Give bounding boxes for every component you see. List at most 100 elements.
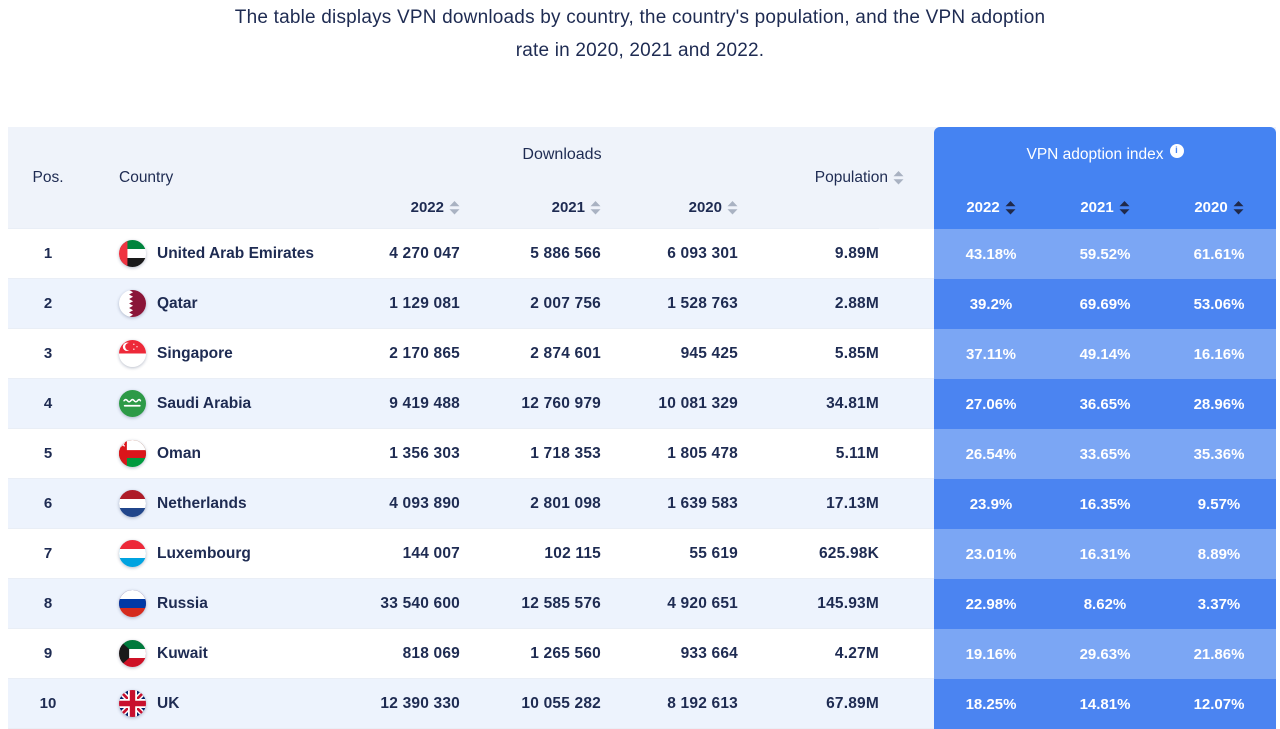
- adoption-2021-value: 69.69%: [1048, 279, 1162, 329]
- adoption-2020-value: 61.61%: [1162, 229, 1276, 279]
- sort-adoption-2020[interactable]: 2020: [1162, 199, 1276, 216]
- downloads-2021-value: 1 718 353: [460, 429, 601, 479]
- population-value: 5.85M: [738, 329, 879, 379]
- page-title: The table displays VPN downloads by coun…: [0, 0, 1280, 67]
- country-cell: Netherlands: [88, 479, 328, 529]
- spacer-cell: [879, 379, 934, 429]
- country-name: UK: [157, 694, 180, 712]
- adoption-2022-value: 26.54%: [934, 429, 1048, 479]
- downloads-2020-value: 945 425: [601, 329, 738, 379]
- table-row: 9 Kuwait 818 069 1 265 560 933 664 4.27M…: [8, 629, 1276, 679]
- page-title-line1: The table displays VPN downloads by coun…: [234, 7, 1046, 28]
- population-value: 17.13M: [738, 479, 879, 529]
- adoption-2021-value: 16.31%: [1048, 529, 1162, 579]
- population-label: Population: [814, 169, 888, 186]
- sort-downloads-2021[interactable]: 2021: [460, 199, 601, 216]
- adoption-year-headers: 2022 2021 2020: [934, 199, 1276, 216]
- downloads-2022-value: 1 356 303: [328, 429, 460, 479]
- downloads-2020-label: 2020: [688, 199, 722, 216]
- downloads-2022-value: 4 093 890: [328, 479, 460, 529]
- sort-adoption-2021[interactable]: 2021: [1048, 199, 1162, 216]
- adoption-2020-value: 9.57%: [1162, 479, 1276, 529]
- downloads-2022-value: 2 170 865: [328, 329, 460, 379]
- sort-arrows-icon: [893, 171, 904, 185]
- adoption-2021-value: 59.52%: [1048, 229, 1162, 279]
- spacer-cell: [879, 579, 934, 629]
- sort-population[interactable]: Population: [763, 127, 904, 229]
- downloads-2021-value: 12 585 576: [460, 579, 601, 629]
- country-name: Oman: [157, 444, 201, 462]
- pos-column-header: Pos.: [32, 169, 64, 186]
- downloads-2022-value: 33 540 600: [328, 579, 460, 629]
- downloads-2020-value: 1 639 583: [601, 479, 738, 529]
- adoption-2022-value: 23.9%: [934, 479, 1048, 529]
- row-position: 6: [8, 479, 88, 529]
- adoption-2022-value: 43.18%: [934, 229, 1048, 279]
- adoption-2021-value: 14.81%: [1048, 679, 1162, 729]
- table-row: 4 Saudi Arabia 9 419 488 12 760 979 10 0…: [8, 379, 1276, 429]
- population-value: 34.81M: [738, 379, 879, 429]
- vpn-downloads-table: Pos. Country Downloads 2022 2021 2020: [8, 127, 1276, 729]
- sort-downloads-2020[interactable]: 2020: [601, 199, 738, 216]
- downloads-2022-value: 144 007: [328, 529, 460, 579]
- country-cell: Saudi Arabia: [88, 379, 328, 429]
- downloads-2020-value: 1 805 478: [601, 429, 738, 479]
- downloads-2021-value: 2 801 098: [460, 479, 601, 529]
- sort-downloads-2022[interactable]: 2022: [328, 199, 460, 216]
- country-cell: Singapore: [88, 329, 328, 379]
- row-position: 10: [8, 679, 88, 729]
- adoption-2020-value: 21.86%: [1162, 629, 1276, 679]
- downloads-2020-value: 1 528 763: [601, 279, 738, 329]
- population-value: 67.89M: [738, 679, 879, 729]
- saudi-arabia-flag-icon: [119, 390, 146, 417]
- country-column-header: Country: [119, 169, 174, 186]
- country-name: Russia: [157, 594, 208, 612]
- country-cell: Luxembourg: [88, 529, 328, 579]
- row-position: 7: [8, 529, 88, 579]
- adoption-2020-value: 8.89%: [1162, 529, 1276, 579]
- russia-flag-icon: [119, 590, 146, 617]
- adoption-2022-value: 19.16%: [934, 629, 1048, 679]
- sort-arrows-icon: [590, 200, 601, 215]
- netherlands-flag-icon: [119, 490, 146, 517]
- sort-adoption-2022[interactable]: 2022: [934, 199, 1048, 216]
- luxembourg-flag-icon: [119, 540, 146, 567]
- row-position: 5: [8, 429, 88, 479]
- sort-arrows-icon: [727, 200, 738, 215]
- spacer-cell: [879, 479, 934, 529]
- info-icon[interactable]: i: [1169, 144, 1184, 158]
- spacer-cell: [879, 629, 934, 679]
- country-cell: Oman: [88, 429, 328, 479]
- adoption-2021-value: 8.62%: [1048, 579, 1162, 629]
- adoption-header-group: VPN adoption index i 2022 2021 2020: [934, 127, 1276, 229]
- population-value: 4.27M: [738, 629, 879, 679]
- downloads-2021-value: 2 007 756: [460, 279, 601, 329]
- adoption-2022-value: 23.01%: [934, 529, 1048, 579]
- table-header: Pos. Country Downloads 2022 2021 2020: [8, 127, 1276, 229]
- adoption-2022-value: 39.2%: [934, 279, 1048, 329]
- country-name: United Arab Emirates: [157, 244, 315, 262]
- population-value: 2.88M: [738, 279, 879, 329]
- population-value: 9.89M: [738, 229, 879, 279]
- spacer-cell: [879, 429, 934, 479]
- table-row: 8 Russia 33 540 600 12 585 576 4 920 651…: [8, 579, 1276, 629]
- downloads-2020-value: 8 192 613: [601, 679, 738, 729]
- country-name: Saudi Arabia: [157, 394, 252, 412]
- adoption-2021-value: 36.65%: [1048, 379, 1162, 429]
- country-cell: UK: [88, 679, 328, 729]
- country-name: Luxembourg: [157, 544, 251, 562]
- adoption-2021-value: 29.63%: [1048, 629, 1162, 679]
- downloads-2022-value: 9 419 488: [328, 379, 460, 429]
- country-name: Netherlands: [157, 494, 247, 512]
- adoption-2020-value: 16.16%: [1162, 329, 1276, 379]
- downloads-2020-value: 55 619: [601, 529, 738, 579]
- downloads-header-group: Downloads 2022 2021 2020: [328, 127, 738, 229]
- country-cell: Russia: [88, 579, 328, 629]
- adoption-group-label: VPN adoption index: [1026, 146, 1164, 163]
- adoption-2020-value: 28.96%: [1162, 379, 1276, 429]
- adoption-group-header: VPN adoption index i: [934, 144, 1276, 164]
- table-row: 5 Oman 1 356 303 1 718 353 1 805 478 5.1…: [8, 429, 1276, 479]
- population-value: 5.11M: [738, 429, 879, 479]
- spacer-cell: [879, 679, 934, 729]
- kuwait-flag-icon: [119, 640, 146, 667]
